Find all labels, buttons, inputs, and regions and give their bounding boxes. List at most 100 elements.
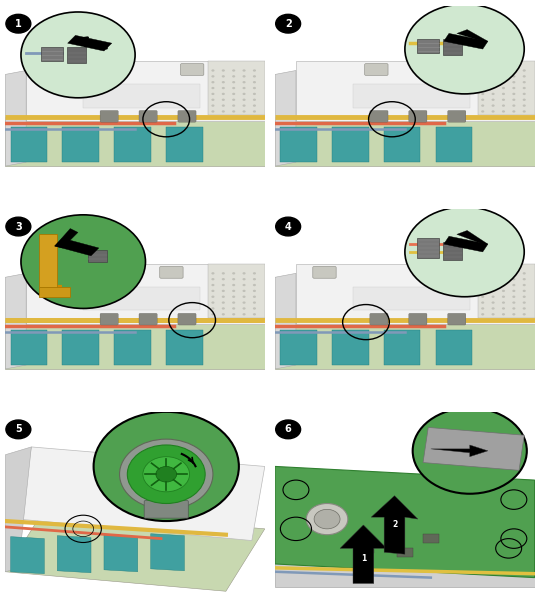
Circle shape bbox=[211, 81, 214, 83]
Polygon shape bbox=[477, 61, 535, 115]
Circle shape bbox=[512, 75, 515, 77]
Polygon shape bbox=[275, 70, 296, 166]
Circle shape bbox=[481, 272, 484, 275]
FancyBboxPatch shape bbox=[396, 548, 413, 557]
Polygon shape bbox=[384, 127, 421, 162]
Circle shape bbox=[232, 87, 235, 89]
Circle shape bbox=[523, 104, 526, 107]
Polygon shape bbox=[114, 127, 151, 162]
Circle shape bbox=[491, 87, 495, 89]
Polygon shape bbox=[5, 320, 265, 369]
Circle shape bbox=[523, 290, 526, 292]
Circle shape bbox=[242, 93, 246, 95]
Polygon shape bbox=[63, 330, 99, 365]
Circle shape bbox=[211, 69, 214, 72]
Circle shape bbox=[413, 408, 527, 493]
Circle shape bbox=[242, 290, 246, 292]
FancyBboxPatch shape bbox=[100, 110, 118, 122]
Circle shape bbox=[491, 307, 495, 310]
Circle shape bbox=[481, 69, 484, 72]
Circle shape bbox=[232, 110, 235, 113]
Circle shape bbox=[314, 509, 340, 529]
Polygon shape bbox=[275, 558, 535, 587]
Polygon shape bbox=[5, 117, 265, 166]
FancyBboxPatch shape bbox=[417, 238, 439, 258]
Circle shape bbox=[253, 307, 256, 310]
Circle shape bbox=[491, 290, 495, 292]
Polygon shape bbox=[275, 273, 296, 369]
Circle shape bbox=[512, 69, 515, 72]
Polygon shape bbox=[5, 447, 31, 572]
Circle shape bbox=[502, 290, 505, 292]
Circle shape bbox=[242, 272, 246, 275]
Polygon shape bbox=[340, 525, 387, 584]
Circle shape bbox=[491, 302, 495, 304]
Circle shape bbox=[523, 99, 526, 101]
Polygon shape bbox=[5, 70, 26, 166]
FancyBboxPatch shape bbox=[409, 313, 427, 325]
Polygon shape bbox=[280, 127, 316, 162]
Circle shape bbox=[222, 284, 225, 286]
Circle shape bbox=[276, 217, 301, 236]
Circle shape bbox=[523, 272, 526, 275]
Circle shape bbox=[242, 110, 246, 113]
Polygon shape bbox=[457, 29, 488, 41]
Polygon shape bbox=[431, 445, 488, 457]
Polygon shape bbox=[384, 330, 421, 365]
Circle shape bbox=[512, 295, 515, 298]
FancyBboxPatch shape bbox=[88, 249, 107, 262]
FancyBboxPatch shape bbox=[448, 313, 466, 325]
Polygon shape bbox=[11, 536, 44, 574]
Circle shape bbox=[491, 69, 495, 72]
Circle shape bbox=[523, 313, 526, 316]
Circle shape bbox=[523, 302, 526, 304]
Circle shape bbox=[232, 295, 235, 298]
Circle shape bbox=[481, 104, 484, 107]
Circle shape bbox=[242, 295, 246, 298]
Circle shape bbox=[502, 284, 505, 286]
Circle shape bbox=[512, 87, 515, 89]
Polygon shape bbox=[444, 236, 488, 252]
Circle shape bbox=[491, 104, 495, 107]
Circle shape bbox=[491, 93, 495, 95]
Circle shape bbox=[253, 272, 256, 275]
Circle shape bbox=[222, 272, 225, 275]
Polygon shape bbox=[275, 466, 535, 577]
Polygon shape bbox=[57, 536, 91, 573]
Polygon shape bbox=[332, 330, 369, 365]
Circle shape bbox=[222, 99, 225, 101]
Circle shape bbox=[523, 110, 526, 113]
Circle shape bbox=[253, 302, 256, 304]
FancyBboxPatch shape bbox=[178, 313, 196, 325]
Circle shape bbox=[481, 295, 484, 298]
Circle shape bbox=[211, 99, 214, 101]
Circle shape bbox=[502, 278, 505, 280]
Circle shape bbox=[232, 313, 235, 316]
Circle shape bbox=[211, 295, 214, 298]
Circle shape bbox=[481, 307, 484, 310]
Circle shape bbox=[523, 69, 526, 72]
Polygon shape bbox=[296, 264, 535, 324]
Circle shape bbox=[491, 272, 495, 275]
Circle shape bbox=[211, 307, 214, 310]
Circle shape bbox=[21, 215, 145, 308]
Circle shape bbox=[502, 104, 505, 107]
Circle shape bbox=[253, 313, 256, 316]
Circle shape bbox=[512, 93, 515, 95]
Circle shape bbox=[502, 272, 505, 275]
Circle shape bbox=[253, 69, 256, 72]
Circle shape bbox=[222, 104, 225, 107]
Circle shape bbox=[405, 207, 524, 297]
Text: 2: 2 bbox=[392, 520, 397, 530]
Polygon shape bbox=[151, 534, 184, 571]
Circle shape bbox=[502, 81, 505, 83]
Circle shape bbox=[502, 313, 505, 316]
Text: 2: 2 bbox=[285, 18, 292, 29]
FancyBboxPatch shape bbox=[417, 39, 439, 53]
Circle shape bbox=[253, 278, 256, 280]
Circle shape bbox=[523, 284, 526, 286]
FancyBboxPatch shape bbox=[353, 84, 470, 107]
FancyBboxPatch shape bbox=[364, 64, 388, 75]
Polygon shape bbox=[11, 330, 47, 365]
Circle shape bbox=[232, 75, 235, 77]
